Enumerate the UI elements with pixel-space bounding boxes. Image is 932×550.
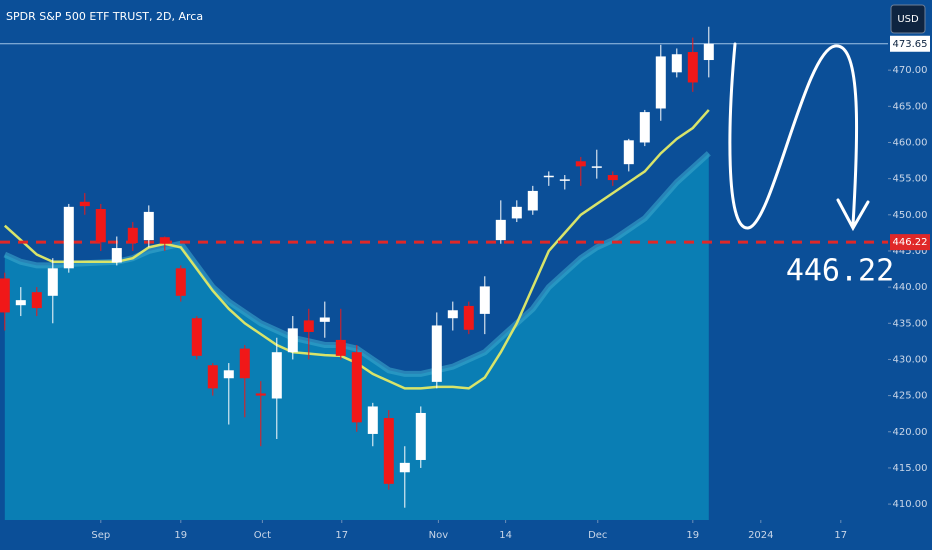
candle-body [447, 310, 458, 319]
y-tick-label: 460.00 [893, 137, 928, 148]
currency-button[interactable] [890, 4, 926, 34]
level-tag [890, 234, 930, 251]
candle-body [623, 140, 634, 165]
y-tick-label: 445.00 [893, 246, 928, 257]
x-tick-label: 19 [174, 530, 187, 541]
y-tick-label: 440.00 [893, 282, 928, 293]
level-annotation: 446.22 [786, 254, 894, 289]
candle-body [495, 219, 506, 241]
y-tick-label: 455.00 [893, 174, 928, 185]
y-tick-label: 470.00 [893, 65, 928, 76]
candle-body [607, 175, 618, 181]
candle-body [383, 418, 394, 484]
candle-body [431, 325, 442, 382]
x-tick-label: Nov [429, 530, 449, 541]
y-tick-label: 435.00 [893, 318, 928, 329]
x-tick-label: 14 [499, 530, 512, 541]
candle-body [303, 320, 314, 332]
candle-body [239, 348, 250, 379]
currency-label: USD [897, 14, 919, 25]
candle-body [575, 161, 586, 167]
y-tick-label: 450.00 [893, 210, 928, 221]
candle-body [15, 300, 26, 306]
candle-body [543, 175, 554, 178]
x-tick-label: Oct [254, 530, 271, 541]
candle-body [255, 393, 266, 396]
candle-body [0, 278, 10, 313]
level-tag-label: 446.22 [893, 237, 928, 248]
candle-body [223, 370, 234, 379]
chart-title: SPDR S&P 500 ETF TRUST, 2D, Arca [6, 10, 203, 23]
candle-body [287, 328, 298, 353]
candle-body [639, 112, 650, 143]
candle-body [351, 352, 362, 423]
candle-body [31, 292, 42, 309]
x-tick-label: 2024 [748, 530, 773, 541]
candle-body [95, 209, 106, 243]
candle-body [47, 268, 58, 296]
candle-body [143, 211, 154, 241]
candle-body [415, 412, 426, 460]
x-tick-label: Sep [91, 530, 110, 541]
y-tick-label: 465.00 [893, 101, 928, 112]
candle-body [191, 318, 202, 356]
candle-body [527, 190, 538, 211]
candle-body [687, 52, 698, 83]
candle-body [463, 305, 474, 330]
candle-body [671, 54, 682, 73]
y-tick-label: 415.00 [893, 463, 928, 474]
candle-body [111, 248, 122, 263]
candle-body [591, 166, 602, 168]
x-tick-label: 17 [834, 530, 847, 541]
candle-body [367, 406, 378, 434]
y-tick-label: 430.00 [893, 354, 928, 365]
y-tick-label: 410.00 [893, 499, 928, 510]
candle-body [175, 268, 186, 296]
candle-body [511, 206, 522, 219]
candle-body [703, 43, 714, 61]
x-tick-label: 17 [335, 530, 348, 541]
hand-drawn-arrow [728, 42, 870, 232]
candle-body [319, 317, 330, 322]
y-tick-label: 425.00 [893, 391, 928, 402]
candle-body [479, 286, 490, 314]
last-price-tag [890, 35, 930, 52]
last-price-tag-label: 473.65 [893, 39, 928, 50]
candle-body [127, 227, 138, 244]
candle-body [271, 352, 282, 399]
candle-body [207, 365, 218, 389]
plot-area [0, 26, 888, 520]
y-tick-label: 420.00 [893, 427, 928, 438]
candle-body [335, 339, 346, 356]
candle-body [399, 462, 410, 473]
candle-body [655, 56, 666, 109]
candle-body [63, 206, 74, 269]
x-tick-label: Dec [588, 530, 607, 541]
candle-body [559, 179, 570, 181]
candle-body [79, 201, 90, 207]
x-tick-label: 19 [686, 530, 699, 541]
candle-body [159, 237, 170, 244]
